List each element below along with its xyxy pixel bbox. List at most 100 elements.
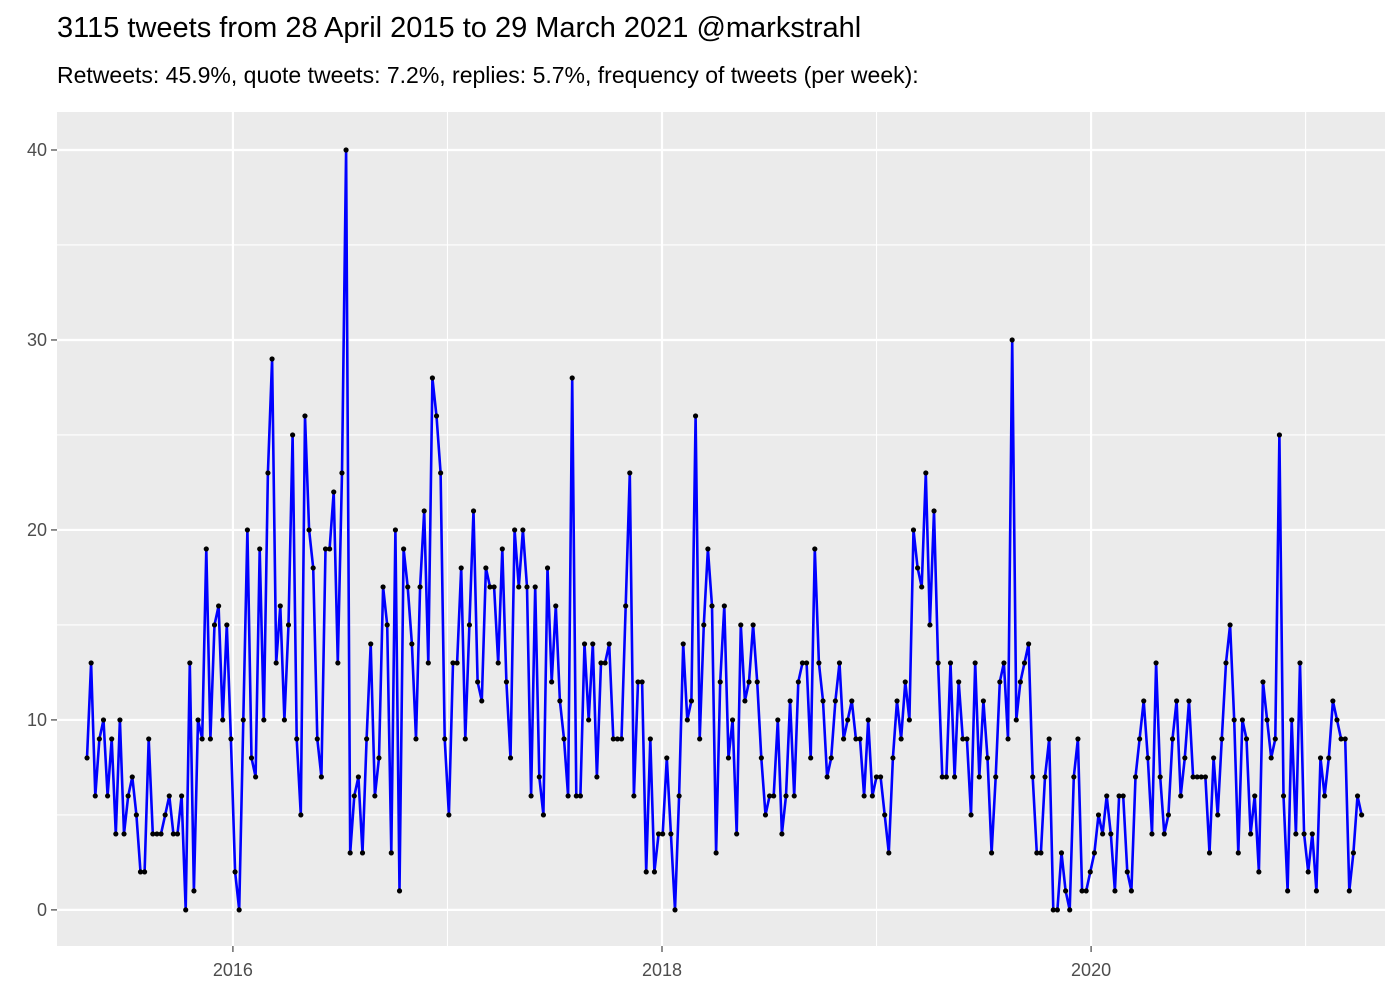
data-point <box>310 565 316 571</box>
data-point <box>261 717 267 723</box>
data-point <box>446 812 452 818</box>
data-point <box>906 717 912 723</box>
data-point <box>984 755 991 761</box>
data-point <box>92 793 98 799</box>
data-point <box>1239 717 1246 723</box>
data-point <box>162 812 168 818</box>
data-point <box>191 888 197 894</box>
data-point <box>902 679 908 685</box>
data-point <box>997 679 1003 685</box>
data-point <box>100 717 107 723</box>
data-point <box>680 641 686 647</box>
data-point <box>224 622 230 628</box>
data-point <box>775 717 781 723</box>
data-point <box>479 698 485 704</box>
data-point <box>750 622 756 628</box>
data-point <box>84 755 90 761</box>
data-point <box>808 755 814 761</box>
data-point <box>947 660 954 666</box>
data-point <box>475 679 481 685</box>
data-point <box>1322 793 1328 799</box>
data-point <box>503 679 510 685</box>
data-point <box>873 774 880 780</box>
data-point <box>766 793 773 799</box>
data-point <box>1067 907 1073 913</box>
data-point <box>322 546 329 552</box>
data-point <box>405 584 411 590</box>
data-point <box>1034 850 1040 856</box>
data-point <box>993 774 999 780</box>
data-point <box>816 660 822 666</box>
data-point <box>318 774 324 780</box>
data-point <box>216 603 222 609</box>
data-point <box>610 736 616 742</box>
data-point <box>540 812 547 818</box>
data-point <box>1054 907 1060 913</box>
data-point <box>557 698 563 704</box>
data-point <box>380 584 386 590</box>
data-point <box>470 508 477 514</box>
data-point <box>1100 831 1106 837</box>
data-point <box>676 793 682 799</box>
data-point <box>1223 660 1229 666</box>
data-point <box>845 717 851 723</box>
data-point <box>203 546 209 552</box>
data-point <box>269 356 275 362</box>
data-point <box>170 831 176 837</box>
data-point <box>524 584 530 590</box>
data-point <box>684 717 690 723</box>
data-point <box>1174 698 1180 704</box>
data-point <box>372 793 378 799</box>
data-point <box>717 679 723 685</box>
data-point <box>364 736 370 742</box>
data-point <box>549 679 555 685</box>
data-point <box>285 622 292 628</box>
data-point <box>425 660 431 666</box>
data-point <box>890 755 896 761</box>
data-point <box>586 717 592 723</box>
data-point <box>429 375 436 381</box>
data-point <box>1289 717 1295 723</box>
data-point <box>602 660 608 666</box>
data-point <box>253 774 259 780</box>
data-point <box>544 565 551 571</box>
data-point <box>1268 755 1274 761</box>
y-tick-label: 40 <box>27 140 47 160</box>
chart-title: 3115 tweets from 28 April 2015 to 29 Mar… <box>57 12 862 44</box>
data-point <box>1346 888 1352 894</box>
data-point <box>1338 736 1344 742</box>
data-point <box>1231 717 1237 723</box>
data-point <box>762 812 769 818</box>
data-point <box>1013 717 1019 723</box>
data-point <box>1120 793 1126 799</box>
data-point <box>327 546 333 552</box>
data-point <box>828 755 834 761</box>
data-point <box>779 831 785 837</box>
data-point <box>1198 774 1204 780</box>
data-point <box>1021 660 1028 666</box>
data-point <box>248 755 255 761</box>
data-point <box>783 793 789 799</box>
data-point <box>1264 717 1270 723</box>
data-point <box>635 679 641 685</box>
data-point <box>1354 793 1361 799</box>
data-point <box>565 793 571 799</box>
data-point <box>639 679 645 685</box>
data-point <box>306 527 312 533</box>
data-point <box>787 698 793 704</box>
data-point <box>758 755 764 761</box>
data-point <box>729 717 736 723</box>
data-point <box>1104 793 1110 799</box>
data-point <box>980 698 986 704</box>
data-point <box>302 413 308 419</box>
data-point <box>1071 774 1077 780</box>
data-point <box>339 470 345 476</box>
data-point <box>1046 736 1052 742</box>
data-point <box>109 736 115 742</box>
data-point <box>277 603 283 609</box>
data-point <box>1165 812 1171 818</box>
data-point <box>869 793 875 799</box>
data-point <box>1330 698 1336 704</box>
data-point <box>956 679 962 685</box>
data-point <box>150 831 156 837</box>
